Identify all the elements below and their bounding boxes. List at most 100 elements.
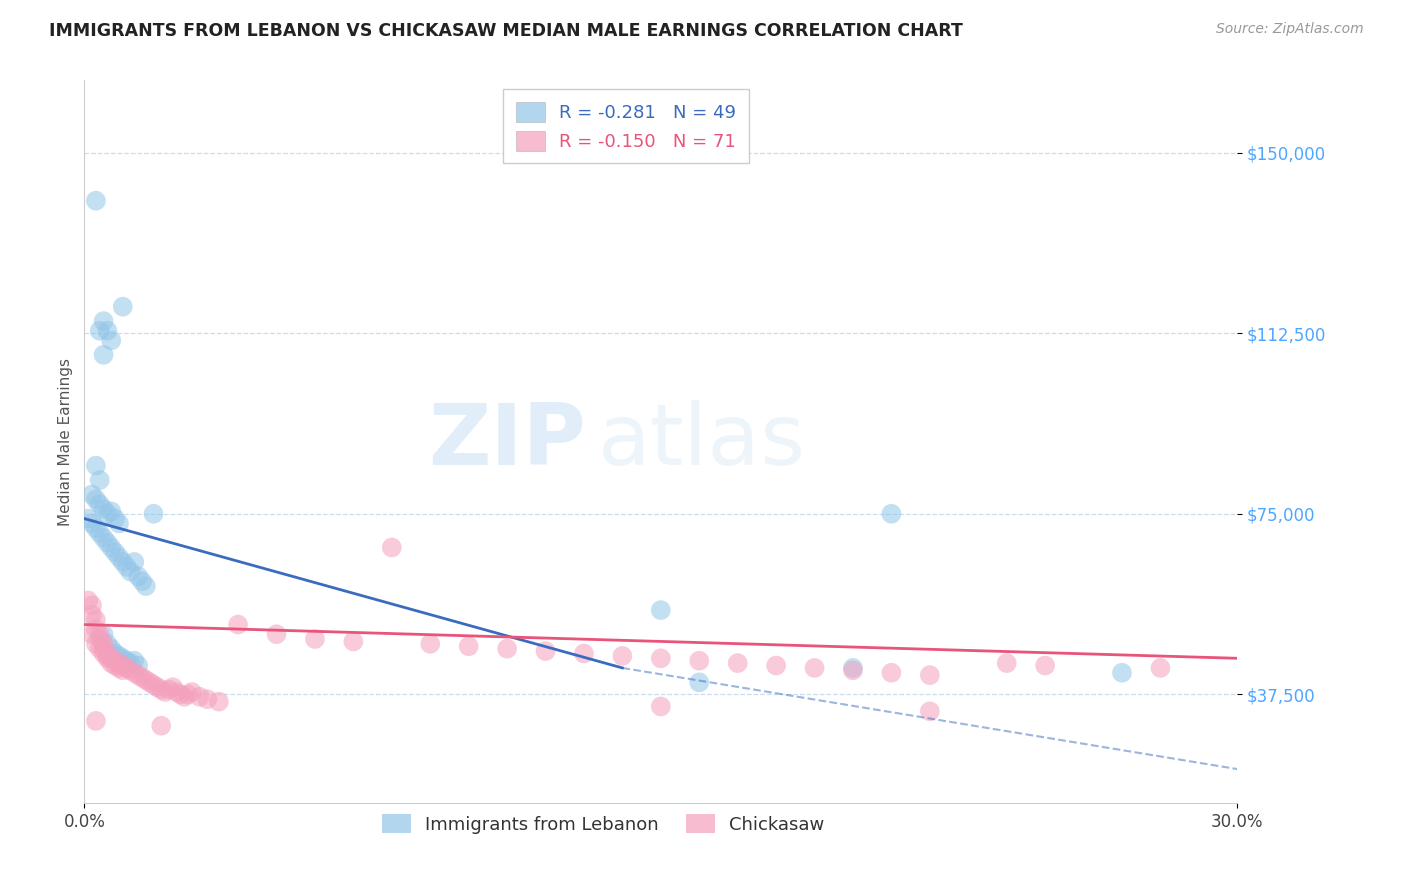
Point (96, 324, 118, 338)
Point (111, 300, 134, 314)
Point (131, 671, 153, 685)
Point (142, 507, 165, 521)
Point (104, 654, 127, 668)
Point (650, 603, 672, 617)
Point (84, 194, 107, 208)
Point (266, 627, 288, 641)
Point (150, 719, 173, 733)
Point (918, 704, 941, 718)
Point (93, 502, 115, 516)
Point (80, 487, 103, 501)
Point (104, 511, 127, 525)
Point (100, 656, 122, 670)
Point (765, 658, 787, 673)
Y-axis label: Median Male Earnings: Median Male Earnings (58, 358, 73, 525)
Point (111, 664, 134, 678)
Point (89, 526, 111, 541)
Point (96, 651, 118, 665)
Point (995, 656, 1018, 670)
Point (84, 492, 107, 507)
Point (208, 695, 231, 709)
Point (89, 497, 111, 511)
Point (96, 637, 118, 651)
Point (135, 579, 157, 593)
Point (135, 673, 157, 687)
Point (100, 641, 122, 656)
Point (120, 565, 142, 579)
Point (124, 555, 146, 569)
Point (84, 521, 107, 535)
Point (77, 511, 100, 525)
Point (146, 680, 169, 694)
Point (80, 516, 103, 531)
Point (104, 647, 127, 661)
Point (127, 658, 149, 673)
Point (84, 623, 107, 637)
Point (612, 648, 634, 663)
Legend: Immigrants from Lebanon, Chickasaw: Immigrants from Lebanon, Chickasaw (371, 803, 835, 845)
Point (120, 656, 142, 670)
Point (1033, 658, 1056, 673)
Point (688, 654, 710, 668)
Point (93, 348, 115, 362)
Point (115, 559, 138, 574)
Point (108, 516, 131, 531)
Point (111, 658, 134, 673)
Point (100, 334, 122, 348)
Point (131, 574, 153, 589)
Point (93, 531, 115, 545)
Point (153, 685, 176, 699)
Point (108, 661, 131, 675)
Point (84, 714, 107, 728)
Point (138, 675, 160, 690)
Point (127, 569, 149, 583)
Point (84, 458, 107, 473)
Point (108, 550, 131, 565)
Point (195, 692, 218, 706)
Point (80, 607, 103, 622)
Point (84, 637, 107, 651)
Text: Source: ZipAtlas.com: Source: ZipAtlas.com (1216, 22, 1364, 37)
Point (89, 473, 111, 487)
Point (93, 647, 115, 661)
Point (93, 314, 115, 328)
Point (96, 647, 118, 661)
Point (89, 632, 111, 646)
Point (842, 661, 865, 675)
Point (96, 507, 118, 521)
Point (93, 641, 115, 656)
Point (1111, 665, 1133, 680)
Point (100, 504, 122, 518)
Point (80, 627, 103, 641)
Point (181, 685, 204, 699)
Point (419, 637, 441, 651)
Point (342, 634, 364, 648)
Point (111, 651, 134, 665)
Point (142, 678, 165, 692)
Point (124, 665, 146, 680)
Point (157, 682, 180, 697)
Point (304, 632, 326, 646)
Point (169, 687, 191, 701)
Point (572, 647, 595, 661)
Point (173, 690, 195, 704)
Point (104, 658, 127, 673)
Point (188, 690, 211, 704)
Point (880, 507, 903, 521)
Point (115, 654, 138, 668)
Point (650, 651, 672, 665)
Point (108, 648, 131, 663)
Point (381, 541, 404, 555)
Text: ZIP: ZIP (429, 400, 586, 483)
Point (93, 637, 115, 651)
Point (77, 593, 100, 607)
Point (177, 687, 200, 701)
Point (162, 680, 184, 694)
Point (104, 545, 127, 559)
Point (534, 644, 557, 658)
Point (84, 613, 107, 627)
Point (100, 541, 122, 555)
Point (115, 661, 138, 675)
Point (96, 535, 118, 549)
Point (108, 656, 131, 670)
